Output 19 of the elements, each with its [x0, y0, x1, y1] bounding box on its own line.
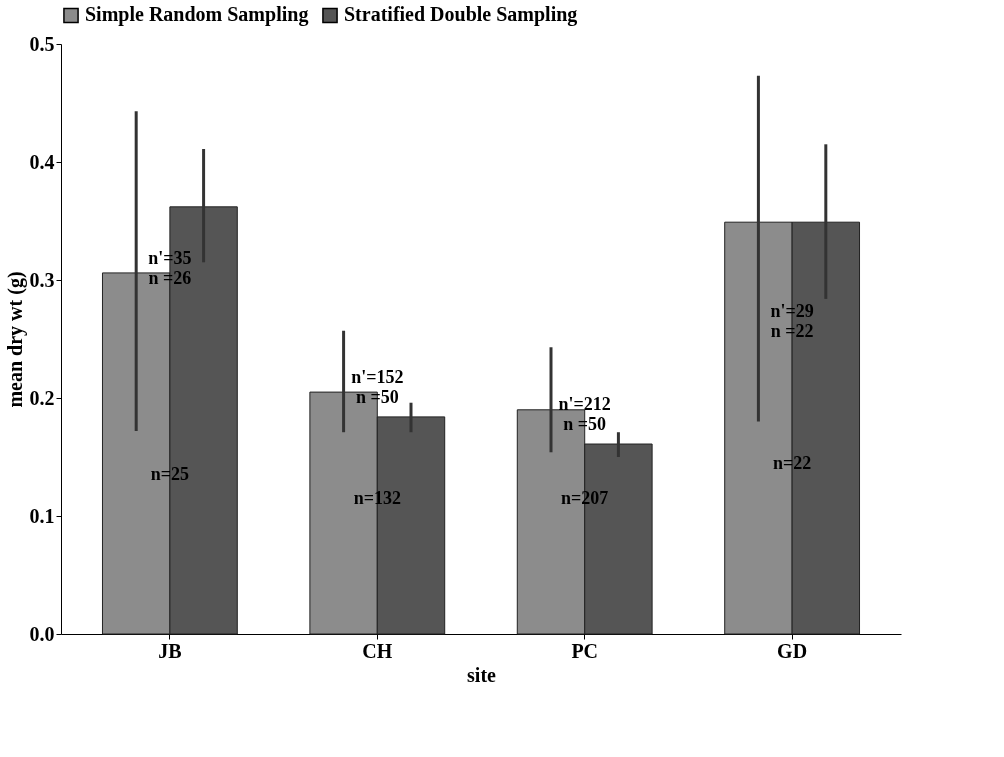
x-tick-label: GD [777, 639, 808, 662]
annotation: n'=29 n =22 [770, 300, 814, 341]
annotation: n=25 [150, 464, 190, 485]
y-tick-label: 0.1 [29, 504, 55, 527]
y-tick-label: 0.4 [29, 150, 55, 173]
y-tick-label: 0.5 [29, 32, 55, 55]
legend-label: Stratified Double Sampling [344, 3, 578, 27]
x-tick-label: CH [362, 639, 393, 662]
x-axis-title: site [467, 663, 497, 686]
y-tick-label: 0.0 [29, 622, 55, 645]
annotation: n=22 [772, 452, 812, 473]
y-axis-title: mean dry wt (g) [3, 271, 27, 408]
y-tick-label: 0.2 [29, 386, 55, 409]
annotation: n=207 [561, 488, 609, 508]
x-tick-label: JB [158, 639, 182, 662]
legend-label: Simple Random Sampling [85, 3, 309, 27]
annotation: n=132 [353, 488, 401, 508]
x-tick-label: PC [571, 639, 599, 662]
y-tick-label: 0.3 [29, 268, 55, 291]
